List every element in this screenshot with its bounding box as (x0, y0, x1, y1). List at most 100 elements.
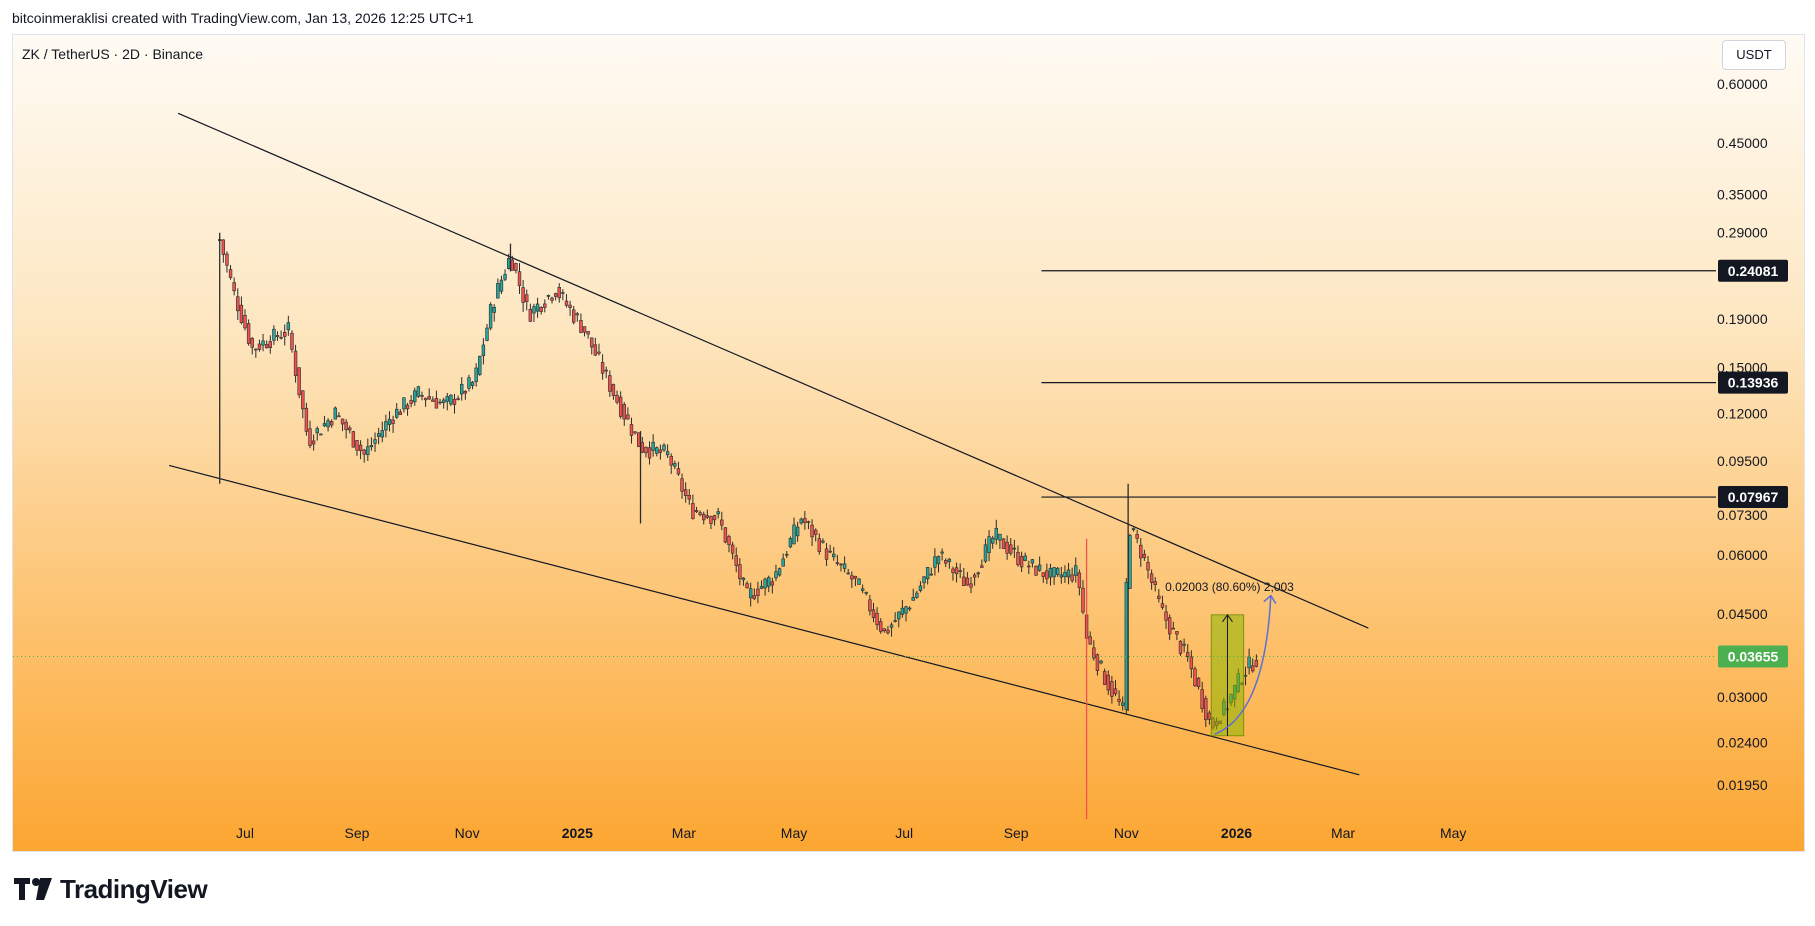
candle (369, 437, 374, 451)
candle (1077, 569, 1082, 596)
candle (283, 324, 287, 346)
candle (275, 331, 280, 341)
candle (860, 584, 865, 594)
y-axis-tick-label: 0.19000 (1717, 311, 1768, 327)
candle (665, 444, 670, 459)
candle (879, 618, 883, 634)
candle (1254, 654, 1259, 668)
candle (362, 448, 366, 463)
candle (611, 383, 616, 400)
candle (449, 394, 453, 406)
candle (1027, 560, 1031, 575)
candle (1131, 527, 1136, 532)
candle (322, 415, 327, 428)
candle (658, 444, 663, 460)
candle (326, 418, 330, 432)
candle (351, 430, 356, 448)
candle (499, 275, 504, 295)
candle (644, 446, 648, 458)
candle (925, 567, 930, 585)
candle (958, 563, 962, 579)
candle (279, 330, 283, 340)
candle (904, 605, 908, 622)
candle (470, 380, 475, 390)
candle (785, 550, 789, 559)
measure-label: 0.02003 (80.60%) 2,003 (1165, 580, 1294, 594)
candle (1099, 659, 1103, 665)
candle (431, 396, 435, 402)
candle (871, 602, 876, 623)
candle (243, 309, 247, 331)
candle (795, 521, 800, 542)
candle (420, 391, 424, 401)
candle (864, 591, 868, 596)
candle (1037, 556, 1042, 572)
candle (460, 377, 464, 401)
candle (1251, 658, 1255, 673)
projection-arrow-head (1263, 594, 1277, 605)
candle (373, 432, 377, 452)
candle (492, 304, 496, 322)
candle (456, 395, 460, 401)
candle (1128, 533, 1132, 589)
candle (254, 348, 258, 358)
candle (405, 402, 410, 416)
candle (1149, 569, 1154, 590)
candle (358, 440, 363, 460)
candle (315, 426, 319, 441)
candle (525, 289, 529, 311)
y-axis-tick-label: 0.03000 (1717, 689, 1768, 705)
candle (590, 337, 594, 355)
candle (1189, 650, 1194, 679)
candle (781, 553, 785, 567)
x-axis-tick-label: Jul (236, 825, 254, 841)
candle (467, 374, 471, 392)
candle (423, 397, 428, 407)
candle (1005, 535, 1009, 560)
projection-curve (1214, 595, 1272, 735)
candle (774, 564, 778, 582)
candle (1139, 538, 1143, 567)
candle (597, 343, 601, 356)
candle (1102, 668, 1107, 686)
candle (788, 536, 793, 549)
measure-arrow-head (1222, 613, 1233, 623)
candle (983, 538, 988, 564)
candle (1135, 529, 1139, 544)
y-axis-tick-label: 0.07300 (1717, 507, 1768, 523)
candle (463, 390, 468, 400)
candle (290, 330, 294, 353)
candle (1110, 676, 1114, 704)
candle (900, 599, 905, 618)
x-axis-tick-label: Nov (1114, 825, 1139, 841)
candle (384, 414, 388, 438)
candle (723, 527, 728, 544)
candle (1196, 677, 1201, 690)
candle (944, 558, 948, 568)
candle (1012, 539, 1017, 558)
candle (272, 325, 276, 345)
currency-selector[interactable]: USDT (1722, 40, 1786, 70)
candle (333, 406, 337, 420)
candle (712, 514, 717, 526)
candle (651, 434, 655, 457)
candle (738, 558, 742, 586)
x-axis-tick-label: 2026 (1221, 825, 1252, 841)
current-price-label: 0.03655 (1728, 648, 1779, 664)
candle (806, 520, 811, 530)
candle (680, 473, 684, 499)
tradingview-logo[interactable]: TradingView (14, 874, 208, 904)
x-axis-tick-label: May (781, 825, 807, 841)
candle (1001, 538, 1006, 549)
candle (1124, 578, 1129, 715)
candle (954, 562, 959, 583)
candle (1016, 545, 1020, 567)
candle (767, 575, 771, 593)
candle (517, 263, 522, 294)
candle (951, 566, 955, 581)
candle (647, 441, 652, 465)
candle (329, 419, 334, 428)
candle (553, 292, 558, 301)
candle (835, 554, 840, 566)
